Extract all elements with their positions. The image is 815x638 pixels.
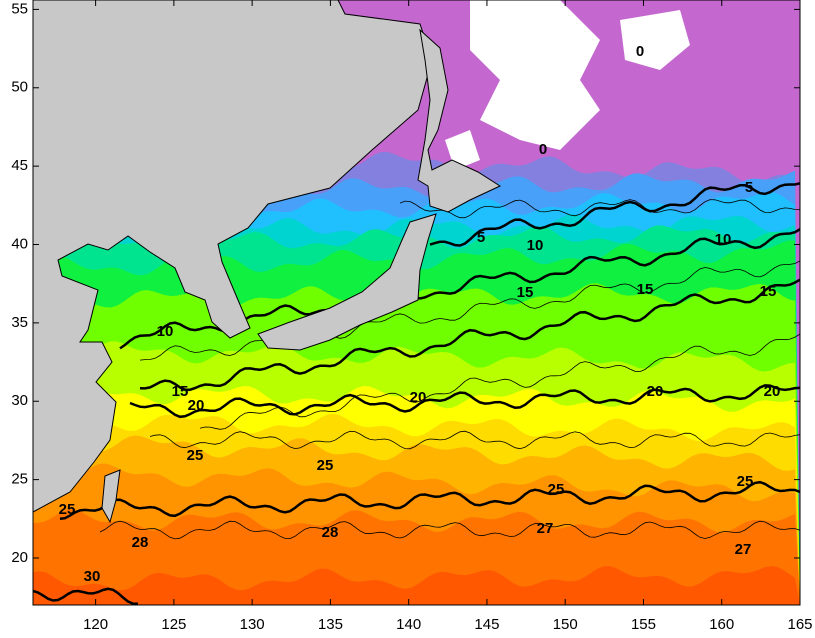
contour-label: 27 — [537, 520, 554, 537]
contour-label: 25 — [187, 447, 204, 464]
contour-label: 5 — [745, 179, 753, 196]
contour-label: 20 — [410, 389, 427, 406]
contour-label: 25 — [548, 481, 565, 498]
x-tick-label: 150 — [553, 616, 578, 633]
temperature-band — [33, 566, 800, 605]
x-tick-label: 165 — [787, 616, 812, 633]
frame — [32, 0, 801, 606]
ice-patch — [620, 10, 690, 70]
contour-label: 28 — [322, 524, 339, 541]
x-tick-label: 140 — [396, 616, 421, 633]
contour-label: 15 — [760, 283, 777, 300]
y-tick-label: 30 — [11, 392, 28, 409]
x-tick-label: 125 — [161, 616, 186, 633]
land — [33, 0, 502, 524]
ice-patches — [445, 0, 690, 170]
contour-line — [399, 199, 800, 219]
contour-label: 30 — [84, 568, 101, 585]
x-tick-label: 120 — [83, 616, 108, 633]
contour-line — [99, 520, 800, 540]
x-tick-label: 130 — [240, 616, 265, 633]
x-tick-label: 160 — [709, 616, 734, 633]
taiwan — [101, 469, 121, 524]
contour-label: 5 — [477, 229, 485, 246]
contour-label: 0 — [539, 141, 547, 158]
contour-label: 27 — [735, 541, 752, 558]
contour-label: 10 — [715, 231, 732, 248]
contour-label: 15 — [637, 281, 654, 298]
honshu — [257, 213, 437, 351]
contour-label: 15 — [172, 383, 189, 400]
y-tick-label: 45 — [11, 157, 28, 174]
contour-label: 20 — [647, 383, 664, 400]
y-tick-label: 35 — [11, 314, 28, 331]
y-tick-label: 50 — [11, 79, 28, 96]
contour-line — [33, 587, 139, 605]
contour-line — [199, 333, 800, 430]
contour-label: 10 — [527, 237, 544, 254]
ice-patch — [445, 130, 480, 170]
contour-label: 25 — [317, 457, 334, 474]
contour-line — [429, 182, 800, 247]
contour-label: 15 — [517, 284, 534, 301]
contour-line — [139, 260, 800, 361]
contour-line — [149, 430, 800, 450]
y-tick-label: 20 — [11, 549, 28, 566]
contour-label: 25 — [737, 473, 754, 490]
x-tick-label: 145 — [474, 616, 499, 633]
y-tick-label: 55 — [11, 0, 28, 17]
contour-line — [139, 278, 800, 391]
contour-line — [59, 480, 800, 520]
contour-label: 20 — [188, 397, 205, 414]
axes: 120 125 130 135 140 145 150 155 160 1652025303540… — [11, 0, 813, 633]
mainland — [33, 0, 433, 513]
contour-label: 0 — [636, 43, 644, 60]
contour-line — [129, 384, 800, 419]
contour-label: 10 — [157, 323, 174, 340]
contour-label: 28 — [132, 534, 149, 551]
x-tick-label: 135 — [318, 616, 343, 633]
contour-label: 20 — [764, 383, 781, 400]
contour-label: 25 — [59, 501, 76, 518]
x-tick-label: 155 — [631, 616, 656, 633]
sakhalin-hokkaido — [417, 28, 502, 213]
y-tick-label: 25 — [11, 471, 28, 488]
ice-patch — [470, 0, 600, 150]
y-tick-label: 40 — [11, 235, 28, 252]
